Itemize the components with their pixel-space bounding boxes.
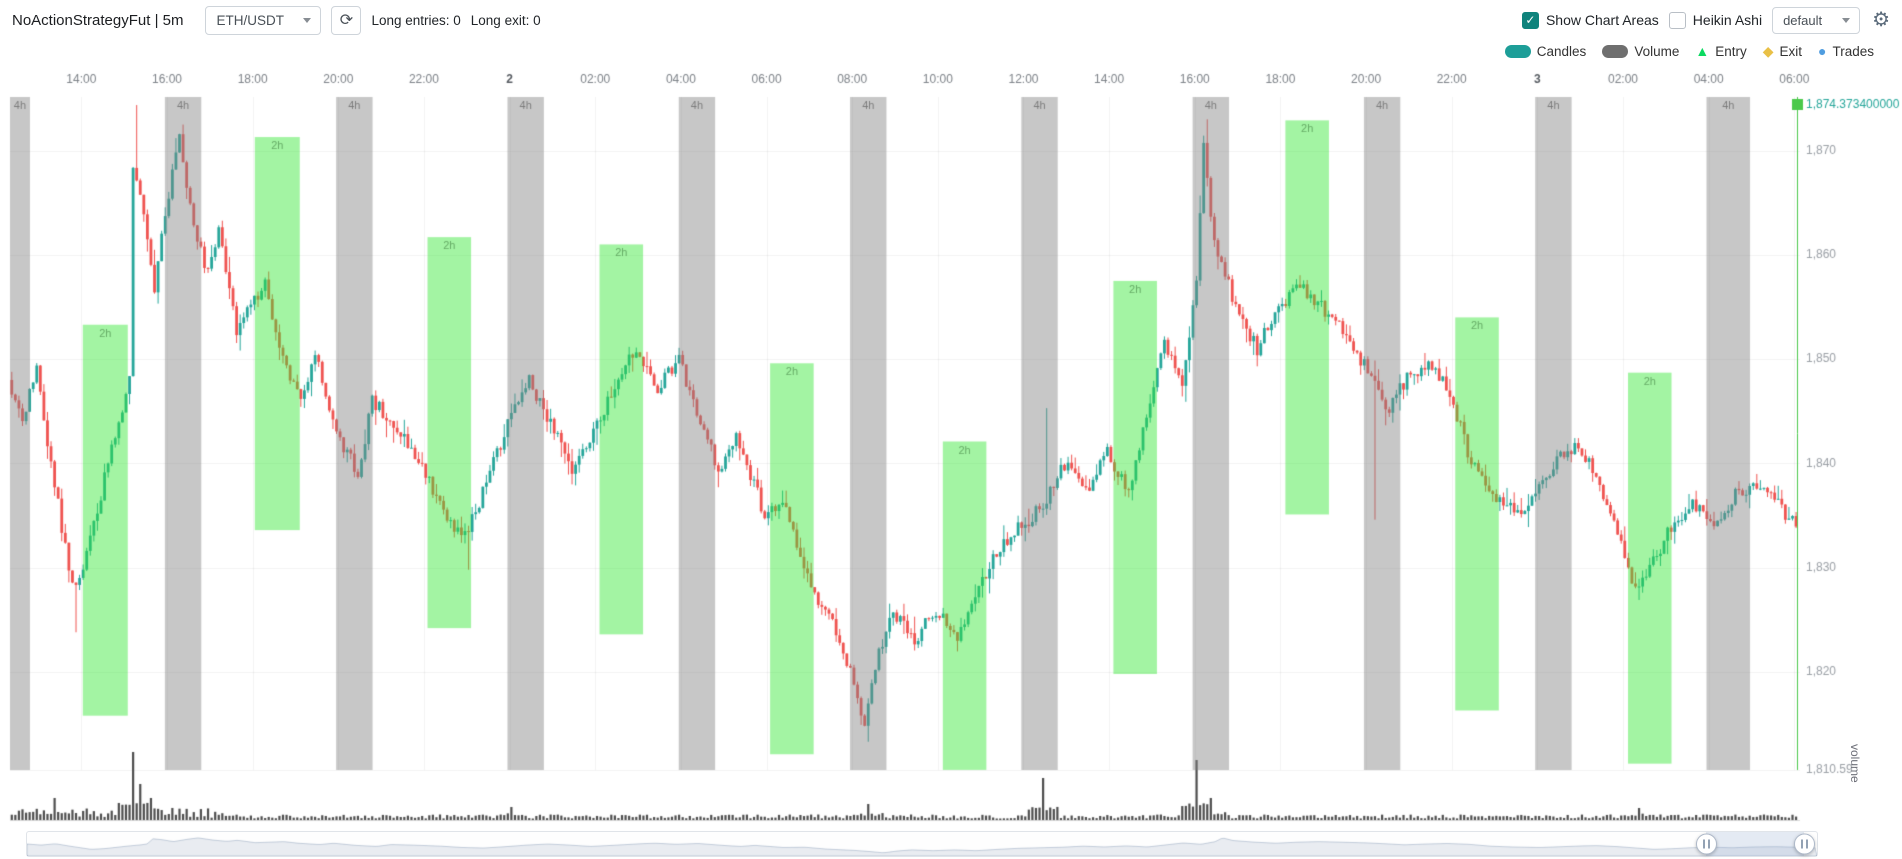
legend-item-candles[interactable]: Candles (1504, 43, 1587, 59)
legend-item-entry[interactable]: ▲ Entry (1695, 44, 1746, 59)
datazoom-slider[interactable] (26, 831, 1818, 857)
show-chart-areas-label: Show Chart Areas (1545, 12, 1659, 28)
check-icon: ✓ (1525, 13, 1536, 27)
legend-item-exit[interactable]: ◆ Exit (1763, 44, 1802, 59)
entry-triangle-icon: ▲ (1695, 43, 1710, 59)
trades-circle-icon: ● (1818, 43, 1827, 59)
legend-label: Candles (1536, 43, 1587, 59)
datazoom-right-handle[interactable] (1794, 833, 1816, 855)
datazoom-silhouette (27, 832, 1817, 856)
legend-item-volume[interactable]: Volume (1602, 44, 1679, 59)
plot-config-select-value: default (1783, 12, 1823, 28)
pair-select[interactable]: ETH/USDT (205, 5, 322, 35)
legend-item-trades[interactable]: ● Trades (1818, 44, 1874, 59)
legend-label: Exit (1779, 43, 1803, 59)
chart-toolbar: NoActionStrategyFut | 5m ETH/USDT ⟳ Long… (0, 0, 1902, 40)
checkbox-box-icon: ✓ (1521, 11, 1539, 29)
legend-label: Volume (1634, 43, 1680, 59)
pair-select-value: ETH/USDT (216, 12, 284, 28)
refresh-icon: ⟳ (339, 12, 354, 29)
legend-label: Entry (1715, 43, 1747, 59)
checkbox-box-icon: ✓ (1668, 11, 1686, 29)
chart-legend: Candles Volume ▲ Entry ◆ Exit ● Trades (0, 40, 1902, 62)
long-exit-label: Long exit: 0 (470, 12, 541, 28)
candles-swatch-icon (1504, 44, 1531, 58)
exit-diamond-icon: ◆ (1762, 43, 1774, 59)
legend-label: Trades (1832, 43, 1874, 59)
strategy-title: NoActionStrategyFut | 5m (12, 11, 184, 29)
long-entries-label: Long entries: 0 (371, 12, 461, 28)
show-chart-areas-checkbox[interactable]: ✓ Show Chart Areas (1521, 11, 1659, 29)
heikin-ashi-label: Heikin Ashi (1692, 12, 1763, 28)
heikin-ashi-checkbox[interactable]: ✓ Heikin Ashi (1668, 11, 1763, 29)
candlestick-chart[interactable] (0, 62, 1902, 828)
datazoom-selected-range[interactable] (1706, 832, 1805, 856)
refresh-button[interactable]: ⟳ (331, 5, 362, 35)
datazoom-left-handle[interactable] (1696, 833, 1718, 855)
gear-icon[interactable]: ⚙ (1872, 9, 1890, 31)
volume-axis-label: volume (1848, 744, 1862, 783)
plot-config-select[interactable]: default (1772, 6, 1861, 34)
volume-swatch-icon (1602, 44, 1629, 58)
